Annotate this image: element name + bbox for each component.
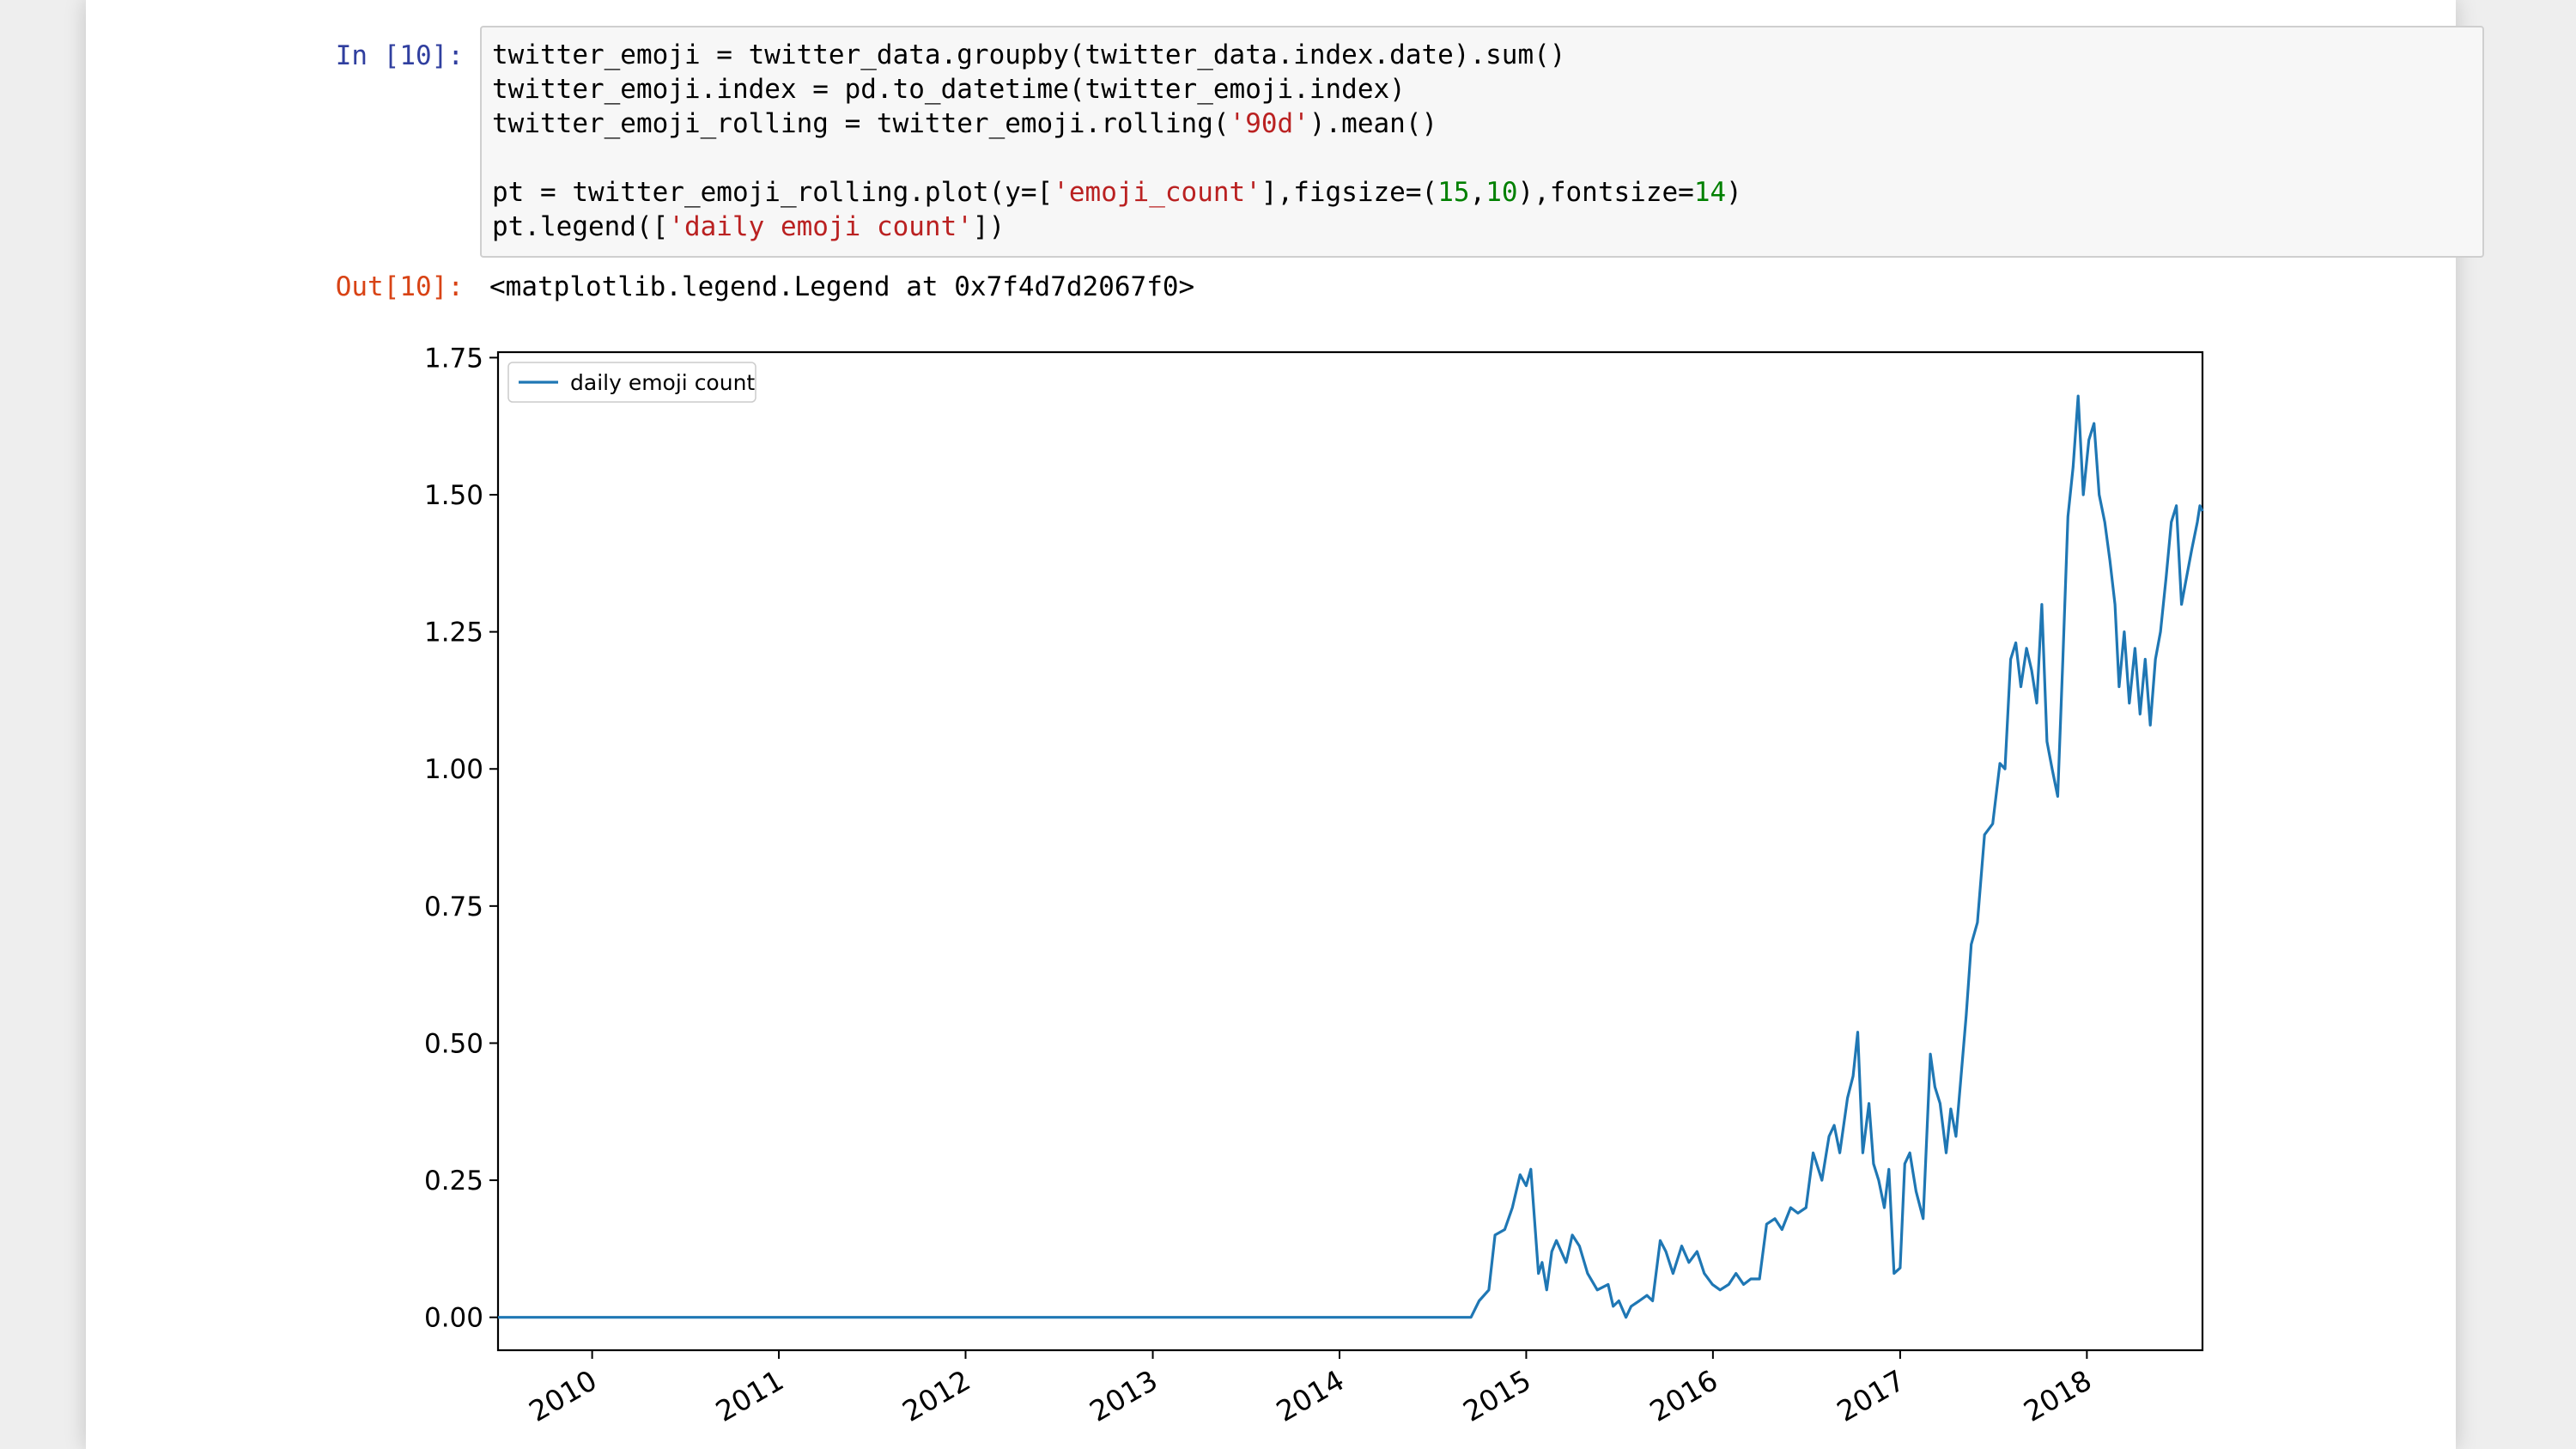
code-token: twitter_emoji.index = pd.to_datetime(twi… [492, 74, 1406, 105]
y-tick-label: 1.75 [424, 343, 483, 374]
code-token: ]) [972, 211, 1005, 242]
x-tick-label: 2014 [1271, 1363, 1350, 1428]
code-token: twitter_emoji_rolling = twitter_emoji.ro… [492, 108, 1230, 139]
code-line: pt = twitter_emoji_rolling.plot(y=['emoj… [492, 175, 1742, 210]
x-tick-label: 2015 [1457, 1363, 1536, 1428]
legend-box [507, 362, 756, 403]
code-token: ) [1726, 177, 1742, 208]
x-tick-label: 2012 [896, 1363, 975, 1428]
x-tick-label: 2010 [523, 1363, 602, 1428]
output-text: <matplotlib.legend.Legend at 0x7f4d7d206… [489, 271, 1195, 302]
code-token: 15 [1437, 177, 1470, 208]
legend-label: daily emoji count [570, 370, 755, 395]
code-token: ).mean() [1309, 108, 1438, 139]
code-token: 14 [1693, 177, 1727, 208]
code-token: , [1469, 177, 1486, 208]
x-tick-label: 2011 [710, 1363, 789, 1428]
code-input-area[interactable]: twitter_emoji = twitter_data.groupby(twi… [480, 26, 2484, 258]
y-tick-label: 1.25 [424, 618, 483, 648]
code-token: '90d' [1229, 108, 1309, 139]
code-token: pt.legend([ [492, 211, 669, 242]
x-tick-label: 2013 [1084, 1363, 1163, 1428]
code-token: pt = twitter_emoji_rolling.plot(y=[ [492, 177, 1054, 208]
code-line: pt.legend(['daily emoji count']) [492, 210, 1742, 244]
code-token: ),fontsize= [1517, 177, 1694, 208]
y-tick-label: 1.50 [424, 480, 483, 511]
y-tick-label: 0.00 [424, 1303, 483, 1334]
code-token: 'daily emoji count' [668, 211, 973, 242]
plot-frame [496, 350, 2204, 1352]
input-prompt: In [10]: [335, 40, 464, 71]
code-line: twitter_emoji.index = pd.to_datetime(twi… [492, 72, 1742, 107]
x-tick-label: 2018 [2018, 1363, 2097, 1428]
y-tick-label: 0.25 [424, 1166, 483, 1196]
code-line: twitter_emoji = twitter_data.groupby(twi… [492, 38, 1742, 72]
code-token: 10 [1485, 177, 1518, 208]
y-tick-label: 0.50 [424, 1028, 483, 1059]
output-prompt: Out[10]: [335, 271, 464, 302]
code-token: ],figsize=( [1261, 177, 1438, 208]
code-line: twitter_emoji_rolling = twitter_emoji.ro… [492, 107, 1742, 141]
code-token: twitter_emoji = twitter_data.groupby(twi… [492, 40, 1566, 70]
code-token: 'emoji_count' [1053, 177, 1261, 208]
x-tick-label: 2016 [1644, 1363, 1723, 1428]
code-editor[interactable]: twitter_emoji = twitter_data.groupby(twi… [492, 38, 1742, 244]
x-tick-label: 2017 [1832, 1363, 1911, 1428]
y-tick-label: 0.75 [424, 892, 483, 922]
y-tick-label: 1.00 [424, 754, 483, 785]
series-line [498, 394, 2204, 1319]
